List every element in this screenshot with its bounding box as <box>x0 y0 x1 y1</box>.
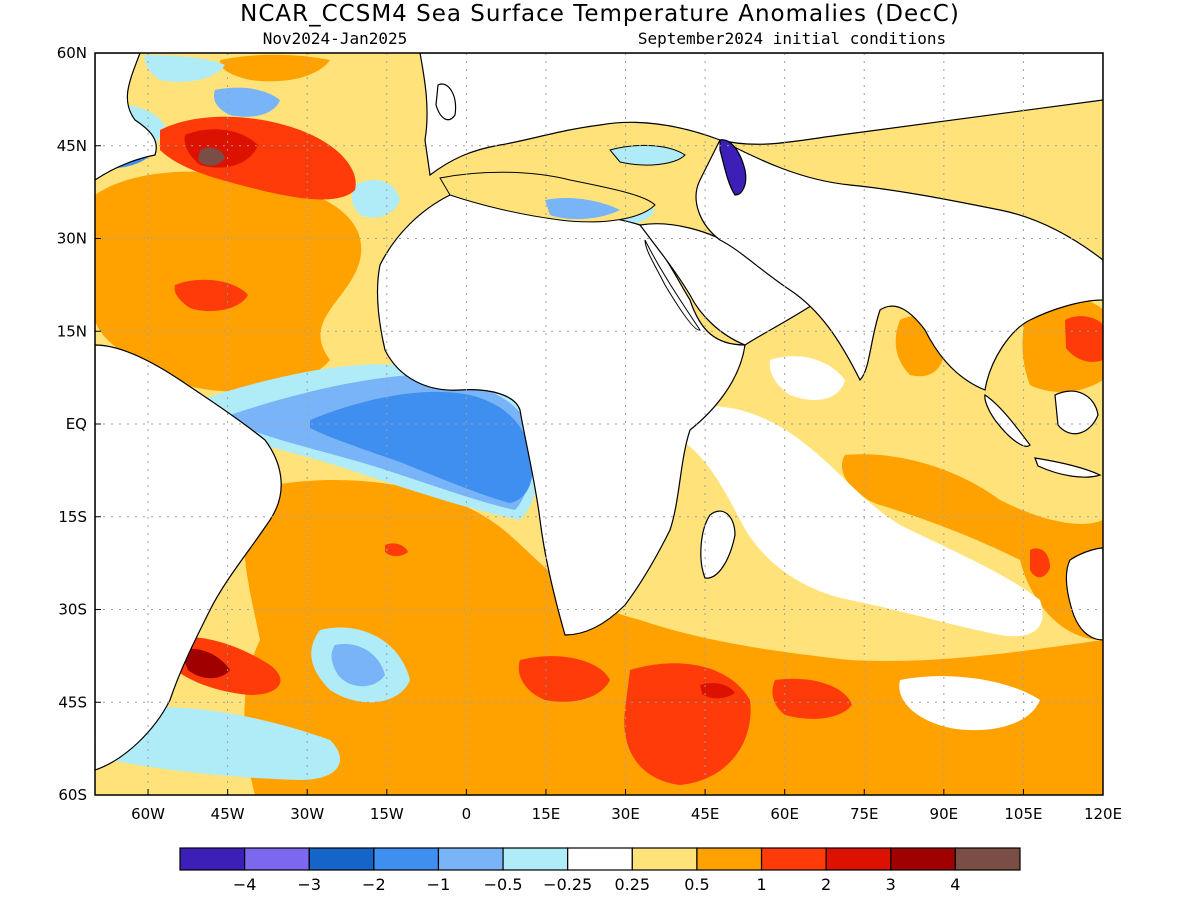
colorbar-label: 3 <box>886 875 896 894</box>
lon-tick-label: 45E <box>691 805 720 823</box>
anomaly-hot <box>160 116 1103 785</box>
figure-title: NCAR_CCSM4 Sea Surface Temperature Anoma… <box>240 1 960 27</box>
colorbar-swatch <box>179 847 246 871</box>
australia-landmass <box>1065 547 1103 641</box>
asia-landmass <box>695 139 1103 391</box>
java-landmass <box>1034 457 1102 478</box>
sumatra-landmass <box>984 394 1031 447</box>
colorbar-label: −4 <box>233 875 257 894</box>
lon-tick-label: 30E <box>611 805 640 823</box>
colorbar-swatch <box>696 847 763 871</box>
colorbar-label: −0.5 <box>484 875 523 894</box>
colorbar-label: 0.5 <box>684 875 709 894</box>
lat-tick-label: 30N <box>57 230 87 248</box>
colorbar-label: 4 <box>950 875 960 894</box>
caspian-sea <box>719 139 747 196</box>
colorbar-swatch <box>954 847 1021 871</box>
lon-tick-label: 60W <box>131 805 165 823</box>
lat-tick-label: 45S <box>58 693 87 711</box>
colorbar-label: −3 <box>297 875 321 894</box>
south-america-landmass <box>95 344 282 771</box>
colorbar-label: −0.25 <box>543 875 592 894</box>
colorbar-swatch <box>890 847 956 871</box>
colorbar-swatch <box>308 847 375 871</box>
map-axes: 60W 45W 30W 15W 0 15E 30E 45E 60E 75E 90E 105E 120E 6… <box>57 44 1122 823</box>
lon-tick-label: 30W <box>290 805 324 823</box>
colorbar: −4 −3 −2 −1 −0.5 −0.25 0.25 0.5 1 2 3 4 <box>179 847 1021 894</box>
north-america-landmass <box>95 53 157 181</box>
lon-tick-label: 60E <box>770 805 799 823</box>
colorbar-swatch <box>760 847 827 871</box>
lon-tick-label: 45W <box>211 805 245 823</box>
colorbar-swatch <box>825 847 892 871</box>
britain-landmass <box>435 83 457 121</box>
lat-tick-label: 60S <box>58 786 87 804</box>
land <box>95 53 1103 771</box>
lat-tick-label: 15S <box>58 508 87 526</box>
madagascar-landmass <box>700 510 736 579</box>
europe-landmass <box>419 53 1103 177</box>
anomaly-neutral <box>680 356 1043 731</box>
med-cool-patch <box>545 198 620 220</box>
lon-tick-label: 15W <box>370 805 404 823</box>
lon-tick-label: 75E <box>850 805 879 823</box>
forecast-period: Nov2024-Jan2025 <box>263 29 408 48</box>
lon-tick-label: 0 <box>462 805 472 823</box>
colorbar-label: 1 <box>756 875 766 894</box>
lat-tick-label: 30S <box>58 601 87 619</box>
lat-tick-label: 45N <box>57 137 87 155</box>
colorbar-label: 2 <box>821 875 831 894</box>
graticule <box>95 53 1103 795</box>
colorbar-label: −2 <box>362 875 386 894</box>
colorbar-swatch <box>373 847 440 871</box>
lon-tick-label: 90E <box>930 805 959 823</box>
colorbar-swatch <box>631 847 698 871</box>
colorbar-label: 0.25 <box>614 875 650 894</box>
black-sea <box>609 145 686 166</box>
colorbar-swatch <box>567 847 633 871</box>
anomaly-warm-1 <box>95 54 1103 795</box>
map-panel <box>95 53 1103 795</box>
lat-tick-label: EQ <box>66 415 87 433</box>
colorbar-swatch <box>502 847 569 871</box>
lon-tick-label: 120E <box>1084 805 1122 823</box>
borneo-landmass <box>1054 390 1099 435</box>
lat-tick-label: 15N <box>57 322 87 340</box>
colorbar-label: −1 <box>427 875 451 894</box>
lon-tick-label: 105E <box>1004 805 1042 823</box>
lon-tick-label: 15E <box>532 805 561 823</box>
lat-tick-label: 60N <box>57 44 87 62</box>
colorbar-swatch <box>437 847 504 871</box>
initial-conditions-label: September2024 initial conditions <box>638 29 946 48</box>
red-sea <box>644 239 701 331</box>
colorbar-swatch <box>244 847 310 871</box>
